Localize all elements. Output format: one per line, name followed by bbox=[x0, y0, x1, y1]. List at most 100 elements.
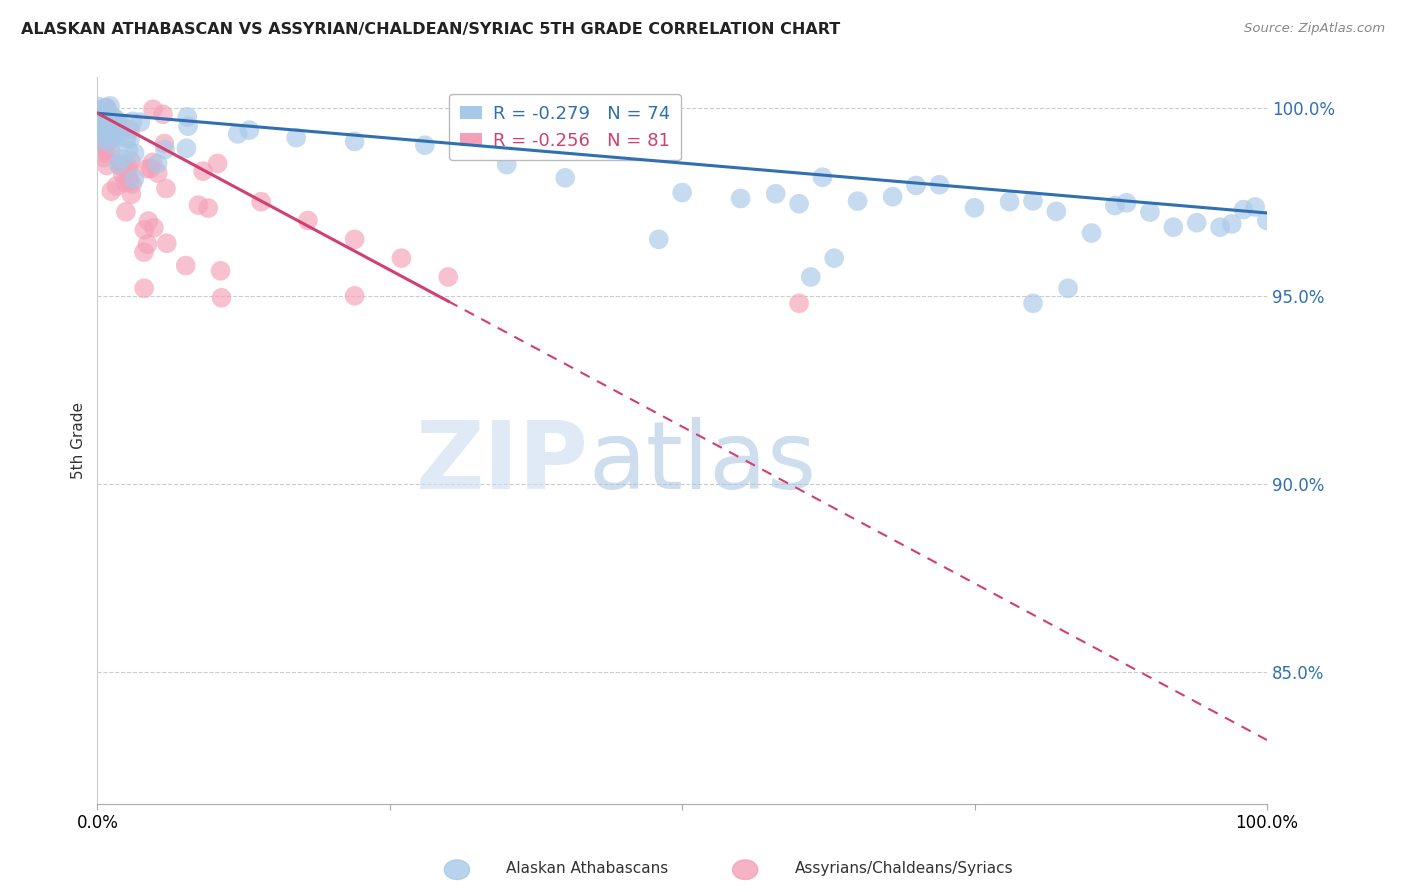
Point bbox=[177, 119, 200, 133]
Point bbox=[93, 129, 115, 144]
Point bbox=[96, 102, 118, 116]
Point bbox=[87, 118, 110, 132]
Text: Source: ZipAtlas.com: Source: ZipAtlas.com bbox=[1244, 22, 1385, 36]
Point bbox=[554, 170, 576, 185]
Point bbox=[1080, 226, 1102, 240]
Point bbox=[117, 163, 139, 178]
Point bbox=[153, 143, 176, 157]
Point bbox=[136, 237, 159, 252]
Point bbox=[787, 296, 810, 310]
Point bbox=[207, 156, 229, 170]
Point bbox=[156, 236, 179, 251]
Point bbox=[120, 187, 142, 202]
Point bbox=[100, 137, 122, 152]
Point bbox=[1045, 204, 1067, 219]
Point bbox=[176, 110, 198, 124]
Text: ALASKAN ATHABASCAN VS ASSYRIAN/CHALDEAN/SYRIAC 5TH GRADE CORRELATION CHART: ALASKAN ATHABASCAN VS ASSYRIAN/CHALDEAN/… bbox=[21, 22, 841, 37]
Point bbox=[96, 132, 118, 146]
Point bbox=[1185, 216, 1208, 230]
Legend: R = -0.279   N = 74, R = -0.256   N = 81: R = -0.279 N = 74, R = -0.256 N = 81 bbox=[450, 94, 681, 161]
Point bbox=[226, 127, 249, 141]
Point bbox=[800, 269, 823, 284]
Point bbox=[134, 281, 156, 295]
Point bbox=[100, 119, 122, 133]
Point bbox=[94, 113, 117, 128]
Point bbox=[1256, 213, 1278, 227]
Point bbox=[129, 115, 152, 129]
Point bbox=[1139, 205, 1161, 219]
Point bbox=[343, 135, 366, 149]
Point bbox=[176, 141, 198, 155]
Point bbox=[120, 153, 142, 168]
Point bbox=[96, 159, 118, 173]
Point bbox=[437, 269, 460, 284]
Point bbox=[1209, 220, 1232, 235]
Text: Assyrians/Chaldeans/Syriacs: Assyrians/Chaldeans/Syriacs bbox=[794, 861, 1012, 876]
Point bbox=[89, 136, 111, 151]
Point bbox=[93, 137, 115, 152]
Point bbox=[765, 186, 787, 201]
Point bbox=[136, 161, 159, 176]
Point bbox=[787, 196, 810, 211]
Point bbox=[94, 107, 117, 121]
Point bbox=[153, 136, 176, 151]
Point bbox=[142, 155, 165, 169]
Point bbox=[238, 123, 260, 137]
Point bbox=[111, 168, 134, 182]
Point bbox=[87, 137, 110, 152]
Text: Alaskan Athabascans: Alaskan Athabascans bbox=[506, 861, 668, 876]
Point bbox=[97, 120, 120, 135]
Point bbox=[103, 131, 125, 145]
Point bbox=[174, 259, 197, 273]
Point bbox=[1115, 195, 1137, 210]
Point bbox=[1022, 194, 1045, 208]
Point bbox=[155, 181, 177, 195]
Point bbox=[91, 116, 114, 130]
Text: ZIP: ZIP bbox=[416, 417, 589, 508]
Point bbox=[138, 214, 160, 228]
Point bbox=[132, 245, 155, 260]
Point bbox=[730, 191, 752, 205]
Point bbox=[90, 133, 112, 147]
Point bbox=[187, 198, 209, 212]
Point bbox=[100, 113, 122, 128]
Point bbox=[134, 223, 156, 237]
Point bbox=[671, 186, 693, 200]
Point bbox=[111, 119, 134, 133]
Point bbox=[121, 114, 143, 128]
Point bbox=[191, 164, 214, 178]
Point bbox=[93, 142, 115, 156]
Point bbox=[495, 158, 517, 172]
Point bbox=[105, 179, 128, 194]
Point bbox=[124, 146, 146, 161]
Point bbox=[96, 115, 118, 129]
Point bbox=[103, 111, 125, 125]
Point bbox=[93, 116, 115, 130]
Point bbox=[1232, 202, 1254, 217]
Point bbox=[413, 138, 436, 153]
Point bbox=[101, 128, 124, 142]
Point bbox=[998, 194, 1021, 209]
Point bbox=[115, 131, 138, 145]
Point bbox=[118, 174, 141, 188]
Point bbox=[118, 172, 141, 186]
Point bbox=[928, 178, 950, 192]
Point bbox=[96, 101, 118, 115]
Point bbox=[91, 122, 114, 136]
Point bbox=[98, 144, 121, 158]
Point bbox=[94, 103, 117, 118]
Point bbox=[139, 161, 162, 176]
Point bbox=[811, 170, 834, 185]
Point bbox=[107, 157, 129, 171]
Point bbox=[87, 131, 110, 145]
Point bbox=[93, 111, 115, 125]
Point bbox=[1057, 281, 1080, 295]
Point bbox=[103, 128, 125, 143]
Point bbox=[117, 160, 139, 174]
Point bbox=[96, 104, 118, 119]
Point bbox=[93, 151, 115, 165]
Point bbox=[343, 232, 366, 246]
Point bbox=[124, 172, 146, 186]
Point bbox=[250, 194, 273, 209]
Point bbox=[87, 100, 110, 114]
